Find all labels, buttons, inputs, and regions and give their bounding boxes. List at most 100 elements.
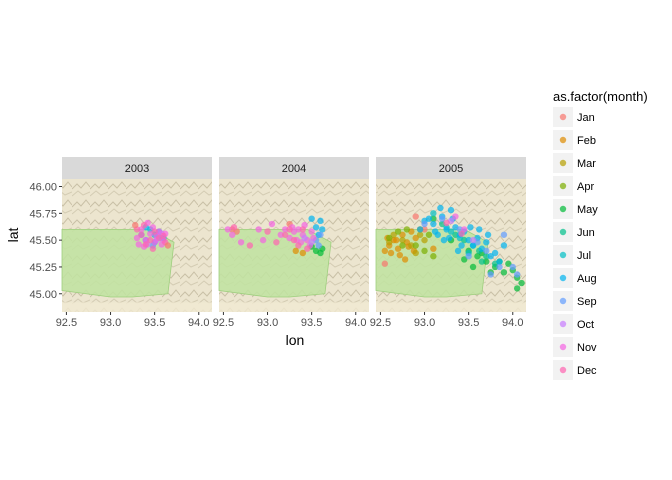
data-point-aug (469, 242, 477, 249)
data-point-aug (447, 206, 455, 214)
data-point-mar (390, 231, 397, 238)
facet-panel-2005: 2005 92.5 93.0 93.5 94.0 (370, 157, 526, 329)
data-point-nov (268, 220, 276, 228)
y-tick-label: 45.75 (29, 208, 57, 220)
legend-label: Nov (577, 342, 597, 354)
data-point-aug (312, 224, 320, 231)
legend-item-apr: Apr (553, 176, 594, 196)
legend-item-nov: Nov (553, 337, 597, 357)
data-point-aug (446, 234, 453, 242)
data-point-may (500, 269, 508, 276)
data-point-feb (393, 236, 400, 244)
data-point-mar (421, 236, 428, 244)
data-point-aug (465, 236, 472, 244)
data-point-nov (281, 226, 289, 233)
data-point-jul (430, 210, 437, 217)
data-point-sep (496, 263, 503, 271)
data-point-jan (381, 260, 389, 267)
y-axis-title: lat (5, 228, 21, 243)
legend-item-jun: Jun (553, 222, 595, 242)
data-point-dec (290, 236, 298, 244)
legend-key-point (559, 113, 567, 121)
x-tick-label: 94.0 (502, 317, 523, 329)
legend-label: May (577, 204, 598, 216)
data-point-dec (140, 221, 148, 229)
y-tick-label: 46.00 (29, 182, 57, 194)
legend-key-point (559, 366, 567, 374)
data-point-apr (403, 226, 411, 233)
data-point-oct (469, 236, 477, 244)
data-point-aug (484, 231, 492, 238)
data-point-aug (467, 224, 474, 231)
data-point-jun (483, 253, 490, 260)
data-point-nov (308, 228, 315, 235)
legend-key-point (559, 251, 567, 259)
data-point-aug (487, 253, 494, 260)
data-point-apr (399, 242, 406, 249)
data-point-dec (142, 241, 150, 248)
data-point-apr (394, 228, 402, 235)
map-basin (62, 302, 212, 312)
legend-label: Aug (577, 273, 597, 285)
data-point-aug (437, 204, 444, 212)
data-point-aug (496, 258, 503, 265)
x-axis-title: lon (286, 332, 305, 348)
data-point-nov (255, 226, 262, 233)
data-point-mar (408, 242, 415, 249)
data-point-aug (430, 220, 437, 228)
data-point-feb (394, 245, 402, 252)
data-point-nov (277, 231, 284, 238)
data-point-aug (416, 226, 424, 233)
data-point-feb (381, 247, 389, 255)
data-point-dec (299, 226, 307, 233)
data-point-feb (412, 234, 419, 242)
data-point-sep (483, 247, 490, 255)
facet-strip (62, 157, 212, 179)
legend-key-point (559, 136, 567, 144)
x-tick-label: 94.0 (188, 317, 209, 329)
legend-item-oct: Oct (553, 314, 594, 334)
x-tick-label: 93.0 (414, 317, 435, 329)
data-point-dec (443, 219, 450, 227)
facet-strip (376, 157, 526, 179)
data-point-nov (135, 241, 142, 248)
data-point-aug (308, 215, 315, 222)
facet-strip-label: 2005 (439, 163, 463, 175)
legend-label: Jul (577, 250, 591, 262)
legend-label: Jan (577, 112, 595, 124)
legend-label: Jun (577, 227, 595, 239)
legend-key-point (559, 182, 567, 190)
x-tick-label: 94.0 (345, 317, 366, 329)
legend-item-dec: Dec (553, 360, 597, 380)
x-tick-label: 93.0 (257, 317, 278, 329)
data-point-nov (295, 226, 302, 233)
data-point-sep (315, 242, 322, 249)
data-point-aug (317, 217, 324, 225)
legend-item-sep: Sep (553, 291, 597, 311)
data-point-may (505, 260, 512, 267)
data-point-dec (281, 231, 289, 238)
data-point-dec (273, 239, 280, 246)
data-point-aug (440, 236, 448, 244)
data-point-aug (476, 226, 483, 233)
data-point-feb (299, 249, 307, 257)
data-point-aug (319, 226, 326, 233)
legend-item-mar: Mar (553, 153, 596, 173)
legend-item-jul: Jul (553, 245, 591, 265)
data-point-sep (487, 271, 494, 278)
data-point-may (518, 279, 525, 287)
legend-key-point (559, 159, 567, 167)
legend-key-point (559, 343, 567, 351)
data-point-aug (431, 228, 439, 235)
data-point-dec (151, 228, 158, 235)
legend-label: Oct (577, 319, 594, 331)
legend-label: Mar (577, 158, 596, 170)
data-point-aug (483, 239, 490, 246)
data-point-feb (401, 256, 409, 263)
legend-item-jan: Jan (553, 107, 595, 127)
y-tick-label: 45.25 (29, 262, 57, 274)
y-axis: 45.00 45.25 45.50 45.75 46.00 (29, 182, 62, 301)
legend-key-point (559, 228, 567, 236)
data-point-oct (308, 239, 315, 246)
